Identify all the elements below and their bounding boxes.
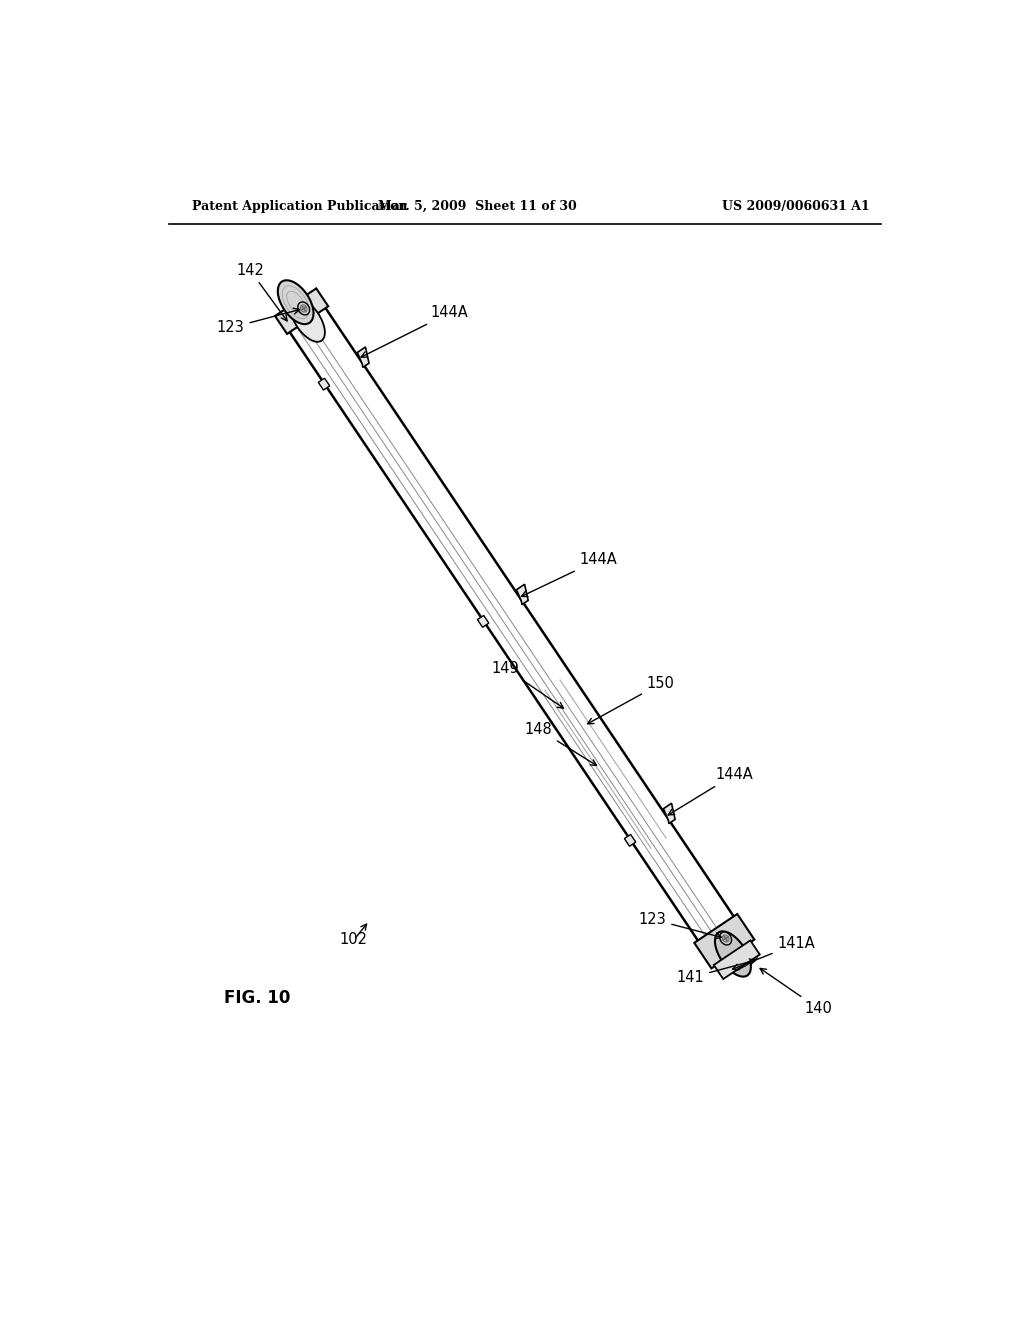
- Text: US 2009/0060631 A1: US 2009/0060631 A1: [722, 199, 869, 213]
- Text: 102: 102: [340, 932, 368, 948]
- Polygon shape: [477, 615, 488, 627]
- Text: 123: 123: [639, 912, 722, 939]
- Ellipse shape: [722, 935, 729, 942]
- Text: 141A: 141A: [732, 936, 815, 970]
- Text: 144A: 144A: [361, 305, 468, 358]
- Ellipse shape: [298, 302, 309, 315]
- Ellipse shape: [720, 932, 731, 945]
- Polygon shape: [664, 804, 675, 824]
- Polygon shape: [290, 308, 733, 940]
- Polygon shape: [625, 834, 636, 846]
- Text: 140: 140: [760, 969, 833, 1016]
- Text: FIG. 10: FIG. 10: [224, 989, 291, 1007]
- Text: 149: 149: [492, 661, 563, 708]
- Ellipse shape: [300, 305, 307, 312]
- Text: 144A: 144A: [669, 767, 753, 814]
- Polygon shape: [275, 288, 329, 334]
- Text: Mar. 5, 2009  Sheet 11 of 30: Mar. 5, 2009 Sheet 11 of 30: [378, 199, 577, 213]
- Ellipse shape: [291, 298, 325, 342]
- Text: 141: 141: [677, 958, 756, 985]
- Ellipse shape: [278, 280, 313, 325]
- Polygon shape: [694, 913, 755, 969]
- Text: 148: 148: [524, 722, 597, 766]
- Polygon shape: [714, 940, 760, 979]
- Text: 123: 123: [217, 309, 300, 335]
- Text: 142: 142: [236, 263, 287, 321]
- Text: 144A: 144A: [521, 552, 617, 597]
- Polygon shape: [318, 378, 330, 389]
- Polygon shape: [516, 585, 528, 605]
- Ellipse shape: [715, 932, 751, 977]
- Text: Patent Application Publication: Patent Application Publication: [193, 199, 408, 213]
- Polygon shape: [357, 347, 369, 367]
- Text: 150: 150: [588, 676, 675, 723]
